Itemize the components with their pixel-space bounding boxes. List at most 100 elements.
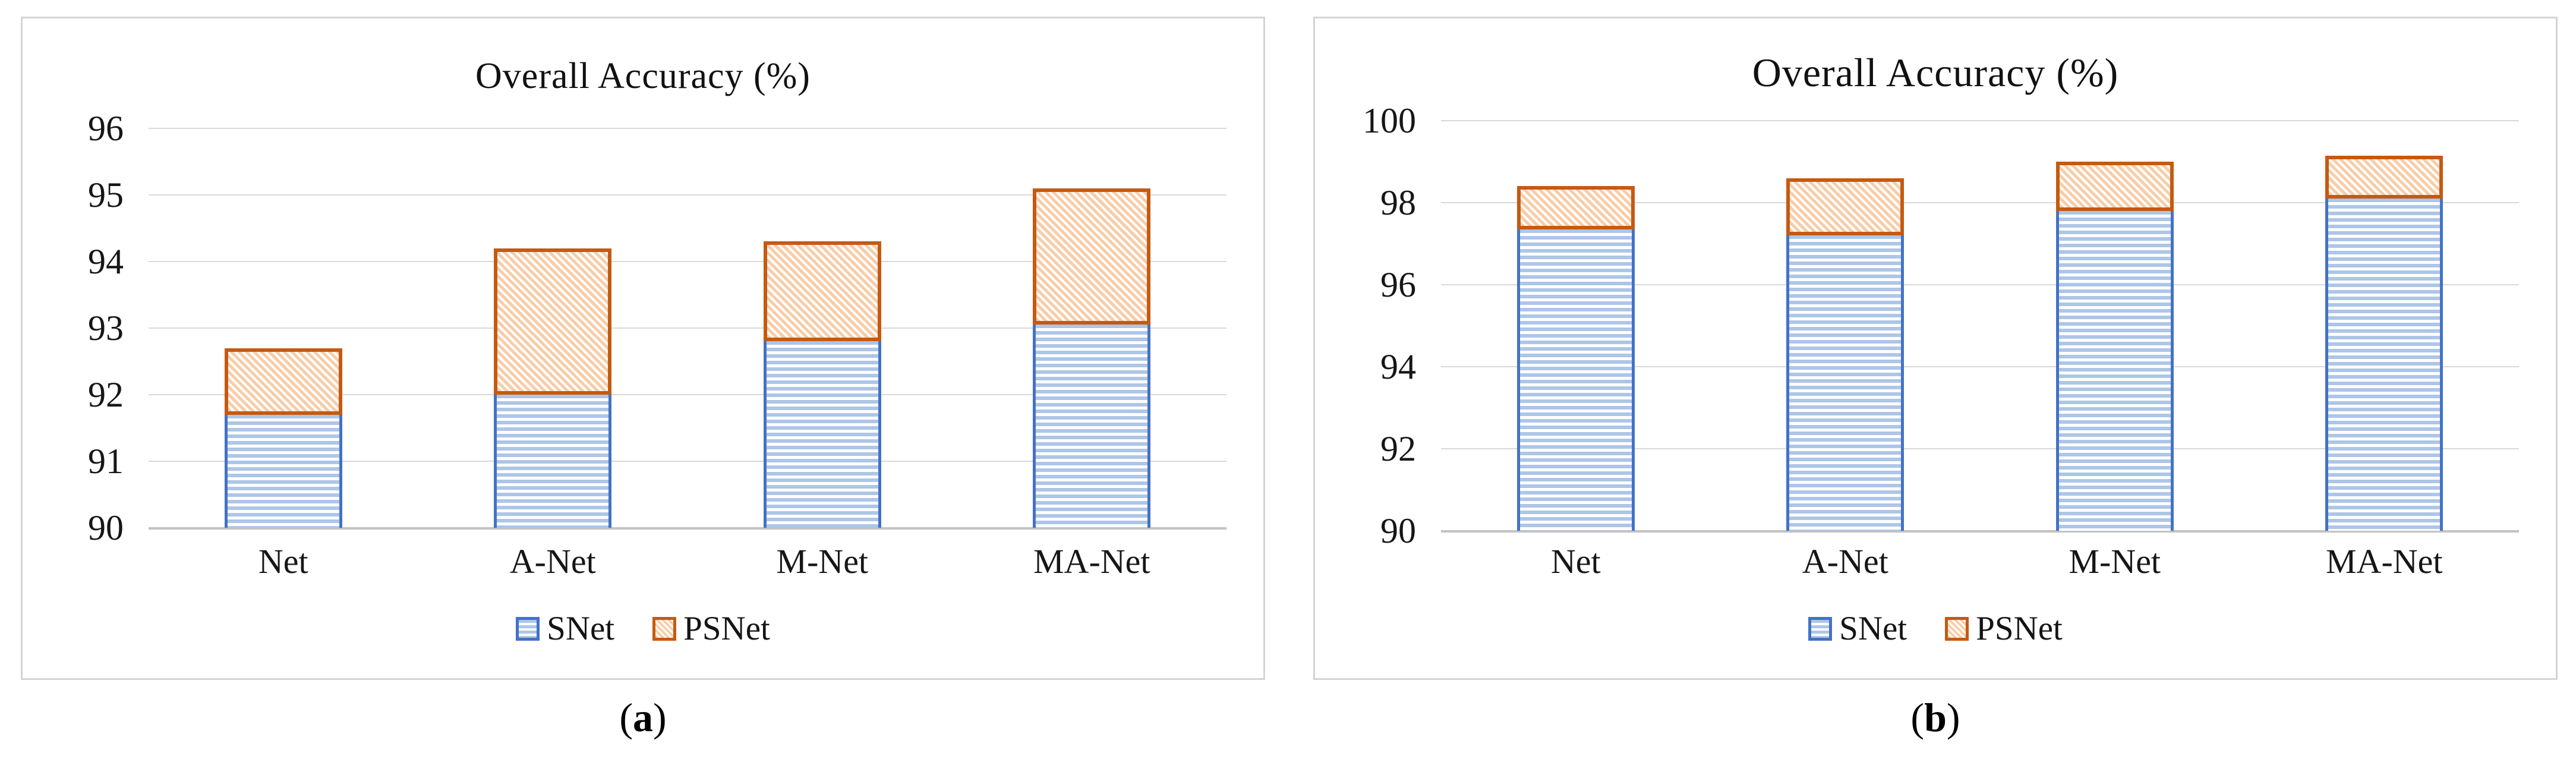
x-tick-label: A-Net (509, 542, 596, 581)
plot-area (1441, 120, 2519, 533)
gridline (1441, 284, 2519, 285)
bar-slot (1711, 121, 1981, 531)
bar-a-net (1786, 121, 1905, 531)
snet-segment (2055, 210, 2174, 531)
bar-m-net (763, 128, 881, 528)
y-tick-label: 92 (1380, 429, 1416, 468)
x-tick-label: M-Net (776, 542, 869, 581)
x-tick-label: A-Net (1802, 542, 1888, 581)
y-tick-label: 98 (1380, 183, 1416, 222)
legend-label-psnet: PSNet (683, 610, 770, 647)
bar-a-net (494, 128, 612, 528)
y-tick-label: 90 (88, 508, 124, 547)
legend-label-snet: SNet (547, 610, 615, 647)
caption-paren-open: ( (619, 695, 633, 740)
bars-row (1441, 121, 2519, 531)
snet-segment (1033, 325, 1151, 528)
snet-swatch-icon (1808, 616, 1833, 641)
y-tick-label: 93 (88, 308, 124, 348)
gridline (1441, 366, 2519, 367)
legend-item-psnet: PSNet (1945, 609, 2063, 648)
gridline (149, 394, 1226, 395)
bar-ma-net (2325, 121, 2443, 531)
y-tick-label: 96 (88, 109, 124, 148)
x-tick-label: Net (258, 542, 308, 581)
gridline (149, 194, 1226, 196)
chart-panel-b: Overall Accuracy (%) 90 92 94 96 98 100 Net A-… (1313, 17, 2558, 680)
bar-ma-net (1033, 128, 1151, 528)
legend-label-snet: SNet (1839, 610, 1907, 647)
y-axis: 90 91 92 93 94 95 96 (23, 111, 137, 546)
x-tick-label: MA-Net (2325, 542, 2443, 581)
bar-net (224, 128, 342, 528)
psnet-segment (1033, 188, 1151, 325)
caption-paren-open: ( (1910, 695, 1925, 740)
y-tick-label: 95 (88, 175, 124, 215)
psnet-segment (224, 348, 342, 415)
gridline (1441, 448, 2519, 449)
bar-slot (957, 128, 1227, 528)
bar-slot (1980, 121, 2250, 531)
psnet-segment (2325, 155, 2443, 199)
legend: SNet PSNet (1315, 609, 2556, 648)
caption-paren-close: ) (1946, 695, 1960, 740)
caption-letter: b (1924, 695, 1947, 740)
x-axis-labels: Net A-Net M-Net MA-Net (1441, 541, 2519, 581)
psnet-swatch-icon (652, 616, 677, 641)
snet-segment (2325, 199, 2443, 531)
psnet-swatch-icon (1945, 616, 1969, 641)
bar-slot (418, 128, 688, 528)
x-tick-label: MA-Net (1033, 542, 1150, 581)
bar-slot (1441, 121, 1711, 531)
snet-segment (763, 341, 881, 528)
y-tick-label: 91 (88, 442, 124, 481)
gridline (149, 128, 1226, 129)
y-tick-label: 94 (1380, 347, 1416, 386)
y-tick-label: 92 (88, 375, 124, 414)
gridline (1441, 202, 2519, 203)
bar-m-net (2055, 121, 2174, 531)
gridline (149, 327, 1226, 329)
snet-swatch-icon (516, 616, 540, 641)
caption-b: (b) (1313, 694, 2558, 741)
bar-slot (2250, 121, 2520, 531)
y-tick-label: 94 (88, 242, 124, 281)
legend: SNet PSNet (23, 609, 1263, 648)
x-axis-line (1441, 530, 2519, 533)
snet-segment (224, 414, 342, 528)
bar-slot (149, 128, 418, 528)
psnet-segment (763, 241, 881, 342)
legend-label-psnet: PSNet (1976, 610, 2063, 647)
y-tick-label: 90 (1380, 511, 1416, 550)
y-axis: 90 92 94 96 98 100 (1315, 103, 1429, 549)
bar-slot (688, 128, 957, 528)
psnet-segment (494, 248, 612, 395)
chart-title: Overall Accuracy (%) (475, 56, 811, 96)
gridline (149, 261, 1226, 262)
legend-item-snet: SNet (516, 609, 614, 648)
caption-paren-close: ) (653, 695, 667, 740)
psnet-segment (1516, 186, 1635, 229)
plot-area (149, 128, 1226, 530)
y-tick-label: 96 (1380, 265, 1416, 304)
psnet-segment (2055, 162, 2174, 211)
caption-letter: a (633, 695, 653, 740)
gridline (149, 461, 1226, 462)
bars-row (149, 128, 1226, 528)
x-axis-line (149, 527, 1226, 530)
chart-title: Overall Accuracy (%) (1752, 50, 2119, 95)
x-tick-label: M-Net (2069, 542, 2161, 581)
snet-segment (1786, 235, 1905, 531)
caption-a: (a) (21, 694, 1265, 741)
x-axis-labels: Net A-Net M-Net MA-Net (149, 541, 1226, 581)
snet-segment (1516, 229, 1635, 531)
bar-net (1516, 121, 1635, 531)
legend-item-snet: SNet (1808, 609, 1907, 648)
legend-item-psnet: PSNet (652, 609, 770, 648)
psnet-segment (1786, 178, 1905, 236)
chart-panel-a: Overall Accuracy (%) 90 91 92 93 94 95 96 Net A… (21, 17, 1265, 680)
snet-segment (494, 395, 612, 528)
gridline (1441, 120, 2519, 121)
x-tick-label: Net (1550, 542, 1601, 581)
